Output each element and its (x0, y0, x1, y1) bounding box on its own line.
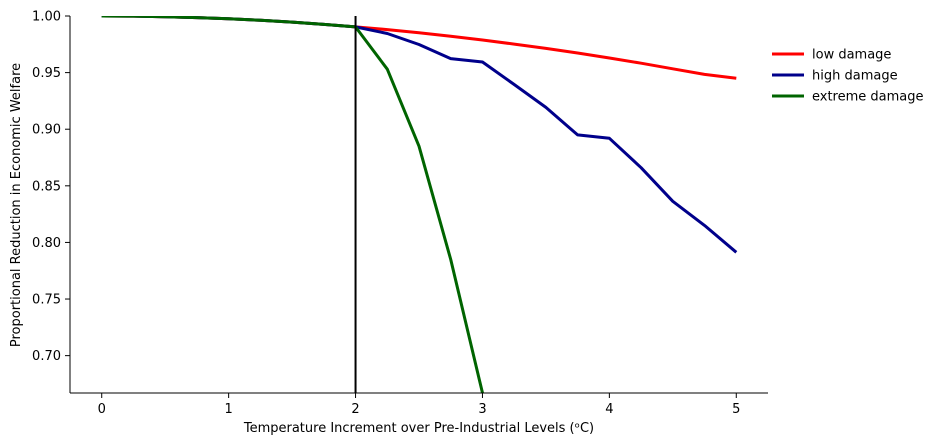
legend: low damage high damage extreme damage (772, 48, 924, 105)
y-tick-label: 0.75 (32, 293, 61, 308)
plot-area (101, 16, 738, 393)
series-line-1 (101, 16, 738, 254)
x-tick-label: 4 (605, 402, 613, 417)
legend-label-0: low damage (812, 48, 891, 63)
y-axis-label: Proportional Reduction in Economic Welfa… (9, 63, 24, 347)
x-tick-label: 5 (732, 402, 740, 417)
y-tick-label: 0.85 (32, 179, 61, 194)
x-tick-label: 1 (224, 402, 232, 417)
series-line-0 (101, 16, 737, 80)
y-tick-label: 0.95 (32, 66, 61, 81)
legend-label-1: high damage (812, 69, 898, 84)
x-axis-label: Temperature Increment over Pre-Industria… (243, 421, 594, 436)
series-line-2 (101, 16, 484, 393)
y-tick-label: 0.90 (32, 123, 61, 138)
y-tick-label: 0.80 (32, 236, 61, 251)
y-tick-label: 1.00 (32, 10, 61, 25)
x-tick-label: 0 (98, 402, 106, 417)
legend-label-2: extreme damage (812, 90, 924, 105)
x-tick-label: 2 (351, 402, 359, 417)
y-tick-label: 0.70 (32, 349, 61, 364)
x-tick-label: 3 (478, 402, 486, 417)
axes: 0 1 2 3 4 5 1.00 0.95 0.90 0.85 0.80 0.75 0.70 (32, 10, 768, 417)
